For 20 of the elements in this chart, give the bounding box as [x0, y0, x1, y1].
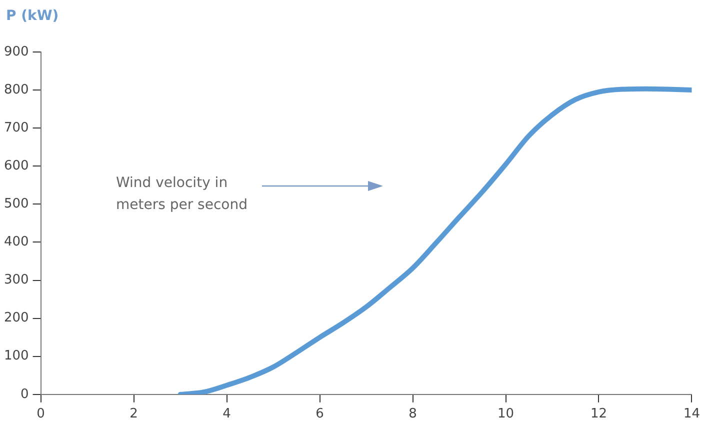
- y-tick-label: 700: [4, 120, 29, 136]
- y-tick-label: 600: [4, 158, 29, 174]
- x-tick-label: 10: [497, 406, 514, 422]
- x-tick-label: 8: [408, 406, 417, 422]
- x-tick-label: 2: [130, 406, 138, 422]
- x-tick-label: 12: [590, 406, 608, 422]
- annotation: Wind velocity in meters per second: [116, 174, 248, 215]
- y-tick-label: 500: [4, 196, 29, 212]
- y-tick-label: 800: [4, 82, 29, 98]
- x-tick-label: 14: [683, 406, 700, 422]
- y-tick-label: 300: [4, 272, 29, 288]
- x-tick-label: 0: [36, 406, 45, 422]
- x-tick-label: 6: [316, 406, 324, 422]
- y-tick-label: 200: [4, 310, 29, 326]
- x-tick-label: 4: [222, 406, 231, 422]
- y-tick-label: 0: [20, 386, 29, 402]
- y-axis-title: P (kW): [6, 8, 59, 24]
- y-tick-label: 900: [4, 44, 29, 60]
- y-tick-label: 400: [4, 234, 29, 250]
- y-tick-label: 100: [4, 348, 29, 364]
